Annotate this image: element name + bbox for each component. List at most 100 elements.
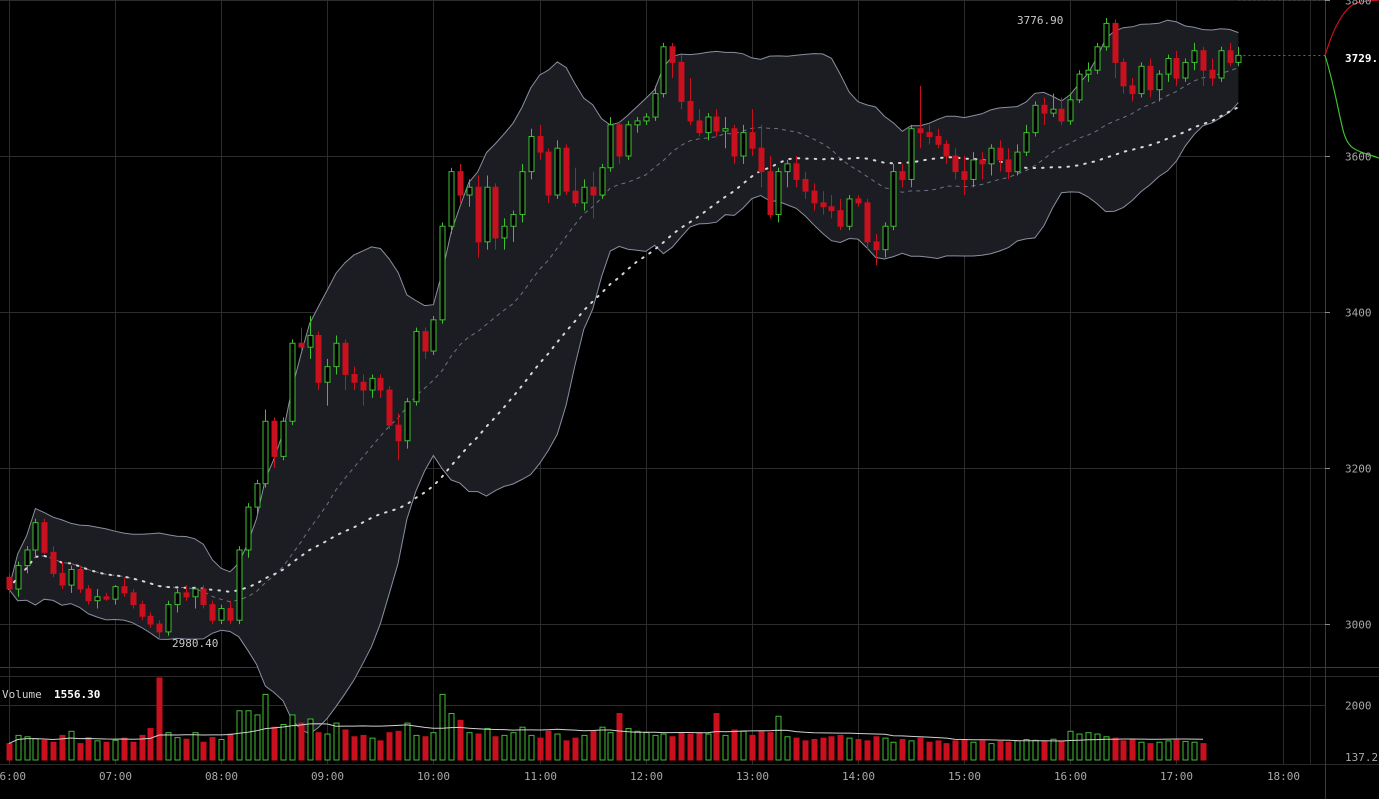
candle bbox=[1138, 62, 1145, 98]
volume-bar bbox=[147, 728, 154, 761]
volume-value: 1556.30 bbox=[54, 688, 100, 701]
candle-body bbox=[988, 147, 995, 165]
volume-bar bbox=[307, 718, 314, 761]
volume-bar bbox=[342, 729, 349, 761]
candle-body bbox=[386, 389, 393, 426]
candle-body bbox=[139, 604, 146, 617]
candle bbox=[943, 140, 950, 164]
volume-bar bbox=[1058, 740, 1065, 761]
volume-bar bbox=[846, 737, 853, 761]
candle-body bbox=[1147, 65, 1154, 91]
candle bbox=[1076, 70, 1083, 103]
candle-body bbox=[767, 171, 774, 216]
candle bbox=[156, 620, 163, 640]
candle bbox=[758, 124, 765, 188]
candle-body bbox=[254, 483, 261, 508]
volume-bar bbox=[501, 734, 508, 761]
volume-bar bbox=[1200, 743, 1207, 761]
candle bbox=[607, 117, 614, 172]
candle-body bbox=[147, 615, 154, 625]
candle-body bbox=[200, 588, 207, 606]
candle bbox=[926, 124, 933, 145]
candle-body bbox=[864, 202, 871, 243]
candle bbox=[864, 198, 871, 250]
candle-body bbox=[413, 331, 420, 403]
candle-body bbox=[793, 163, 800, 180]
candle bbox=[652, 85, 659, 121]
candle bbox=[245, 503, 252, 558]
volume-bar bbox=[979, 740, 986, 761]
candle-body bbox=[501, 225, 508, 239]
volume-bar bbox=[1023, 739, 1030, 761]
candle-body bbox=[873, 241, 880, 251]
volume-bar bbox=[395, 730, 402, 761]
candle-body bbox=[722, 128, 729, 132]
candle bbox=[448, 167, 455, 235]
sma-long-line bbox=[7, 106, 1240, 593]
volume-bar bbox=[731, 729, 738, 761]
candle-body bbox=[581, 186, 588, 204]
volume-bar bbox=[917, 737, 924, 761]
candle bbox=[484, 175, 491, 250]
volume-bar bbox=[1014, 740, 1021, 761]
candle bbox=[537, 124, 544, 160]
candle bbox=[369, 374, 376, 398]
volume-bar bbox=[660, 733, 667, 761]
volume-bar bbox=[492, 736, 499, 761]
volume-bar bbox=[1147, 743, 1154, 761]
volume-bar bbox=[200, 741, 207, 761]
candle-body bbox=[1050, 108, 1057, 114]
volume-bar bbox=[696, 732, 703, 761]
band-middle-line bbox=[8, 67, 1239, 603]
candle-body bbox=[1067, 99, 1074, 122]
candle bbox=[386, 386, 393, 430]
volume-bar bbox=[24, 736, 31, 761]
candle bbox=[740, 124, 747, 164]
candle-body bbox=[749, 132, 756, 149]
volume-bar bbox=[1103, 736, 1110, 761]
low-annotation: 2980.40 bbox=[172, 637, 218, 650]
candle bbox=[103, 592, 110, 601]
candle-body bbox=[377, 377, 384, 391]
candle-body bbox=[32, 522, 39, 551]
candle-body bbox=[245, 506, 252, 551]
candle-body bbox=[307, 334, 314, 348]
last-volume-label: 137.2 bbox=[1345, 751, 1378, 764]
candle-body bbox=[997, 147, 1004, 161]
candle-body bbox=[183, 592, 190, 598]
candle-body bbox=[395, 424, 402, 442]
volume-bar bbox=[484, 728, 491, 761]
volume-bar bbox=[315, 732, 322, 761]
volume-bar bbox=[749, 734, 756, 761]
candle-body bbox=[669, 46, 676, 63]
candle bbox=[988, 144, 995, 176]
volume-bar bbox=[705, 733, 712, 761]
volume-bars bbox=[6, 677, 1207, 761]
volume-bar bbox=[369, 737, 376, 761]
volume-bar bbox=[740, 730, 747, 761]
volume-bar bbox=[262, 693, 269, 761]
volume-bar bbox=[377, 740, 384, 761]
y-tick-label: 3200 bbox=[1345, 463, 1372, 476]
x-tick-label: 09:00 bbox=[311, 770, 344, 783]
candle-body bbox=[1138, 65, 1145, 95]
candle-body bbox=[828, 206, 835, 212]
candle-body bbox=[643, 116, 650, 122]
candle-body bbox=[448, 171, 455, 227]
volume-bar bbox=[430, 732, 437, 761]
volume-bar bbox=[85, 737, 92, 761]
volume-bar bbox=[32, 738, 39, 761]
candle bbox=[873, 234, 880, 266]
volume-bar bbox=[94, 740, 101, 761]
candle-body bbox=[360, 381, 367, 391]
candle bbox=[899, 163, 906, 188]
candle bbox=[41, 518, 48, 554]
volume-bar bbox=[1076, 733, 1083, 761]
candle bbox=[563, 144, 570, 196]
candle bbox=[890, 163, 897, 231]
candle-body bbox=[1023, 132, 1030, 153]
candle bbox=[85, 585, 92, 605]
high-annotation: 3776.90 bbox=[1017, 14, 1063, 27]
candle-body bbox=[652, 93, 659, 118]
